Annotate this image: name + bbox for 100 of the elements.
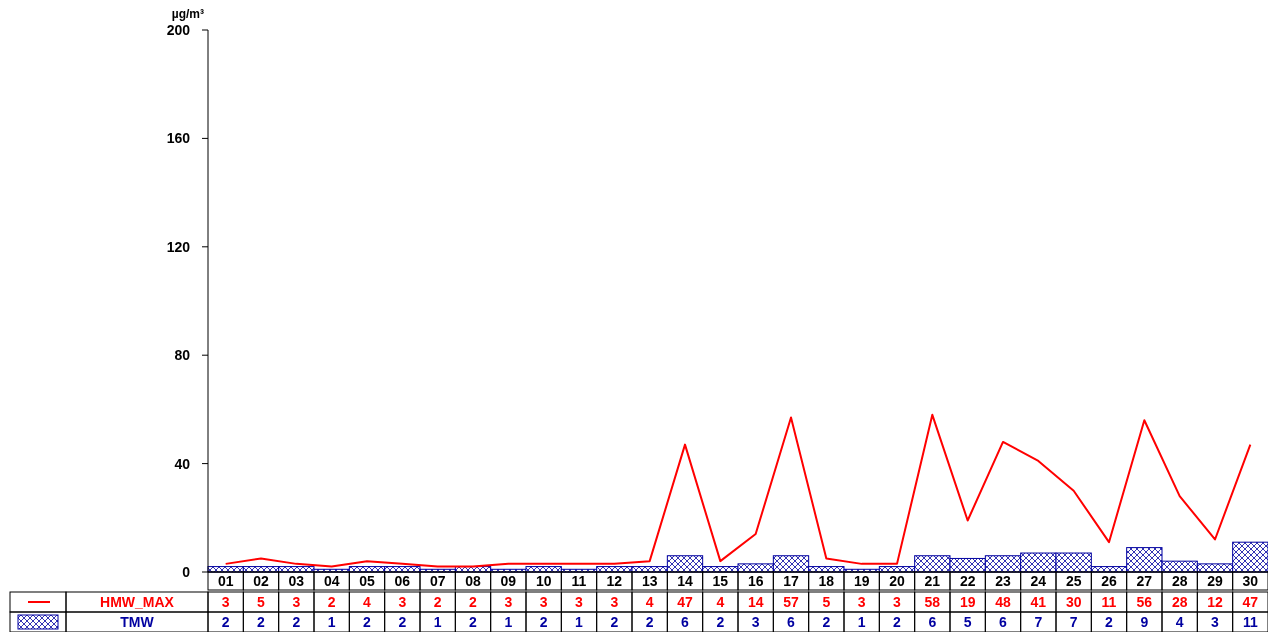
x-tick-label: 26: [1101, 572, 1117, 589]
data-label: 2: [433, 593, 442, 610]
data-label: 7: [1034, 613, 1043, 630]
data-label: 3: [893, 593, 902, 610]
data-label: 12: [1207, 593, 1223, 610]
data-label: 2: [1105, 613, 1114, 630]
x-tick-label: 28: [1171, 572, 1188, 589]
data-label: 2: [257, 613, 266, 630]
x-tick-label: 11: [571, 572, 587, 589]
data-label: 28: [1171, 593, 1188, 610]
data-label: 5: [257, 593, 266, 610]
x-tick-label: 12: [606, 572, 623, 589]
x-tick-label: 23: [995, 572, 1011, 589]
x-tick-label: 19: [853, 572, 870, 589]
data-label: 6: [928, 613, 937, 630]
data-label: 3: [221, 593, 230, 610]
data-label: 3: [857, 593, 866, 610]
y-tick-label: 120: [166, 238, 191, 255]
data-label: 3: [751, 613, 760, 630]
data-label: 3: [292, 593, 301, 610]
data-label: 4: [1175, 613, 1184, 630]
x-tick-label: 09: [500, 572, 517, 589]
line-series: [224, 413, 1252, 568]
text: TMW: [120, 613, 155, 630]
x-tick-label: 18: [818, 572, 835, 589]
data-label: 4: [645, 593, 654, 610]
x-tick-label: 15: [712, 572, 729, 589]
data-label: 1: [575, 613, 584, 630]
data-label: 56: [1136, 593, 1153, 610]
data-label: 19: [959, 593, 976, 610]
data-label: 2: [363, 613, 372, 630]
x-tick-label: 04: [323, 572, 340, 589]
x-tick-label: 29: [1207, 572, 1223, 589]
x-tick-label: 24: [1030, 572, 1047, 589]
data-label: 7: [1069, 613, 1078, 630]
data-label: 1: [433, 613, 442, 630]
data-label: 6: [681, 613, 690, 630]
text: HMW_MAX: [100, 593, 175, 610]
data-label: 2: [539, 613, 548, 630]
data-label: 2: [610, 613, 619, 630]
data-label: 4: [363, 593, 372, 610]
x-tick-label: 13: [641, 572, 658, 589]
data-label: 11: [1101, 593, 1117, 610]
data-label: 9: [1140, 613, 1149, 630]
data-label: 3: [539, 593, 548, 610]
x-tick-label: 14: [677, 572, 693, 589]
x-tick-label: 01: [217, 572, 234, 589]
x-tick-label: 21: [924, 572, 941, 589]
x-tick-label: 06: [394, 572, 411, 589]
x-tick-label: 02: [253, 572, 269, 589]
data-label: 2: [645, 613, 654, 630]
x-tick-label: 10: [535, 572, 552, 589]
x-tick-label: 25: [1065, 572, 1082, 589]
data-label: 3: [575, 593, 584, 610]
x-tick-label: 17: [783, 572, 799, 589]
data-label: 14: [747, 593, 764, 610]
y-tick-label: 80: [174, 347, 191, 364]
data-label: 1: [504, 613, 513, 630]
y-tick-label: 200: [166, 21, 191, 38]
data-label: 1: [857, 613, 866, 630]
x-tick-label: 20: [889, 572, 905, 589]
data-label: 58: [924, 593, 941, 610]
x-tick-label: 03: [288, 572, 305, 589]
data-label: 2: [469, 593, 478, 610]
data-label: 4: [716, 593, 725, 610]
data-label: 3: [398, 593, 407, 610]
y-tick-label: 160: [166, 130, 191, 147]
x-tick-label: 27: [1136, 572, 1153, 589]
data-label: 1: [327, 613, 336, 630]
data-label: 30: [1065, 593, 1082, 610]
data-label: 5: [822, 593, 831, 610]
y-tick-label: 0: [182, 563, 191, 580]
x-tick-label: 16: [747, 572, 764, 589]
data-label: 57: [783, 593, 799, 610]
data-label: 3: [504, 593, 513, 610]
data-label: 2: [221, 613, 230, 630]
data-label: 2: [893, 613, 902, 630]
data-label: 2: [716, 613, 725, 630]
x-tick-label: 05: [359, 572, 375, 589]
data-label: 6: [999, 613, 1008, 630]
y-axis-title: µg/m³: [171, 7, 204, 21]
data-label: 41: [1030, 593, 1047, 610]
data-label: 5: [963, 613, 972, 630]
data-label: 2: [292, 613, 301, 630]
data-label: 11: [1242, 613, 1258, 630]
data-label: 2: [398, 613, 407, 630]
x-tick-label: 22: [959, 572, 976, 589]
data-label: 2: [469, 613, 478, 630]
data-label: 6: [787, 613, 796, 630]
x-tick-label: 08: [465, 572, 481, 589]
y-tick-label: 40: [174, 455, 191, 472]
x-tick-label: 30: [1242, 572, 1259, 589]
data-label: 3: [1211, 613, 1220, 630]
data-label: 47: [1242, 593, 1259, 610]
data-label: 2: [822, 613, 831, 630]
data-label: 3: [610, 593, 619, 610]
x-tick-label: 07: [429, 572, 446, 589]
data-label: 48: [995, 593, 1011, 610]
data-label: 2: [327, 593, 336, 610]
data-label: 47: [677, 593, 693, 610]
